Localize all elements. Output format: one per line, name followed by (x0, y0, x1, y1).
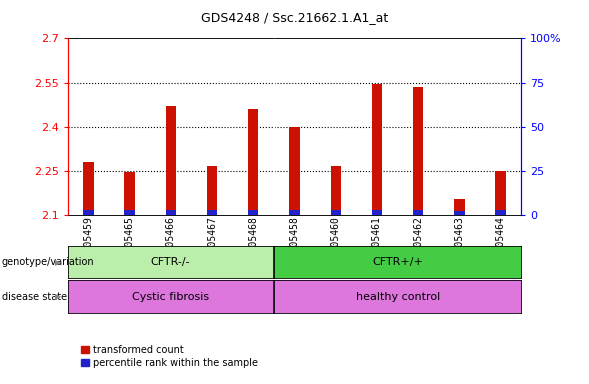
Bar (124, 210, 135, 215)
Bar (495, 171, 506, 215)
Bar (124, 172, 135, 215)
Bar (372, 84, 382, 215)
Text: ▶: ▶ (54, 258, 61, 266)
Bar (166, 106, 176, 215)
Bar (495, 210, 506, 215)
Bar (83, 162, 94, 215)
Legend: transformed count, percentile rank within the sample: transformed count, percentile rank withi… (81, 345, 258, 367)
Bar (207, 210, 217, 215)
Text: Cystic fibrosis: Cystic fibrosis (132, 291, 209, 302)
Text: healthy control: healthy control (356, 291, 440, 302)
Bar (330, 166, 341, 215)
Bar (248, 210, 259, 215)
Text: CFTR+/+: CFTR+/+ (372, 257, 423, 267)
Bar (413, 210, 423, 215)
Bar (289, 127, 300, 215)
Bar (413, 87, 423, 215)
Bar (372, 210, 382, 215)
Text: disease state: disease state (2, 291, 67, 302)
Text: ▶: ▶ (54, 292, 61, 301)
Bar (83, 210, 94, 215)
Bar (289, 210, 300, 215)
Bar (207, 166, 217, 215)
Bar (330, 210, 341, 215)
Text: genotype/variation: genotype/variation (2, 257, 94, 267)
Text: GDS4248 / Ssc.21662.1.A1_at: GDS4248 / Ssc.21662.1.A1_at (201, 12, 388, 25)
Bar (454, 199, 465, 215)
Text: CFTR-/-: CFTR-/- (151, 257, 190, 267)
Bar (166, 210, 176, 215)
Bar (454, 210, 465, 215)
Bar (248, 109, 259, 215)
